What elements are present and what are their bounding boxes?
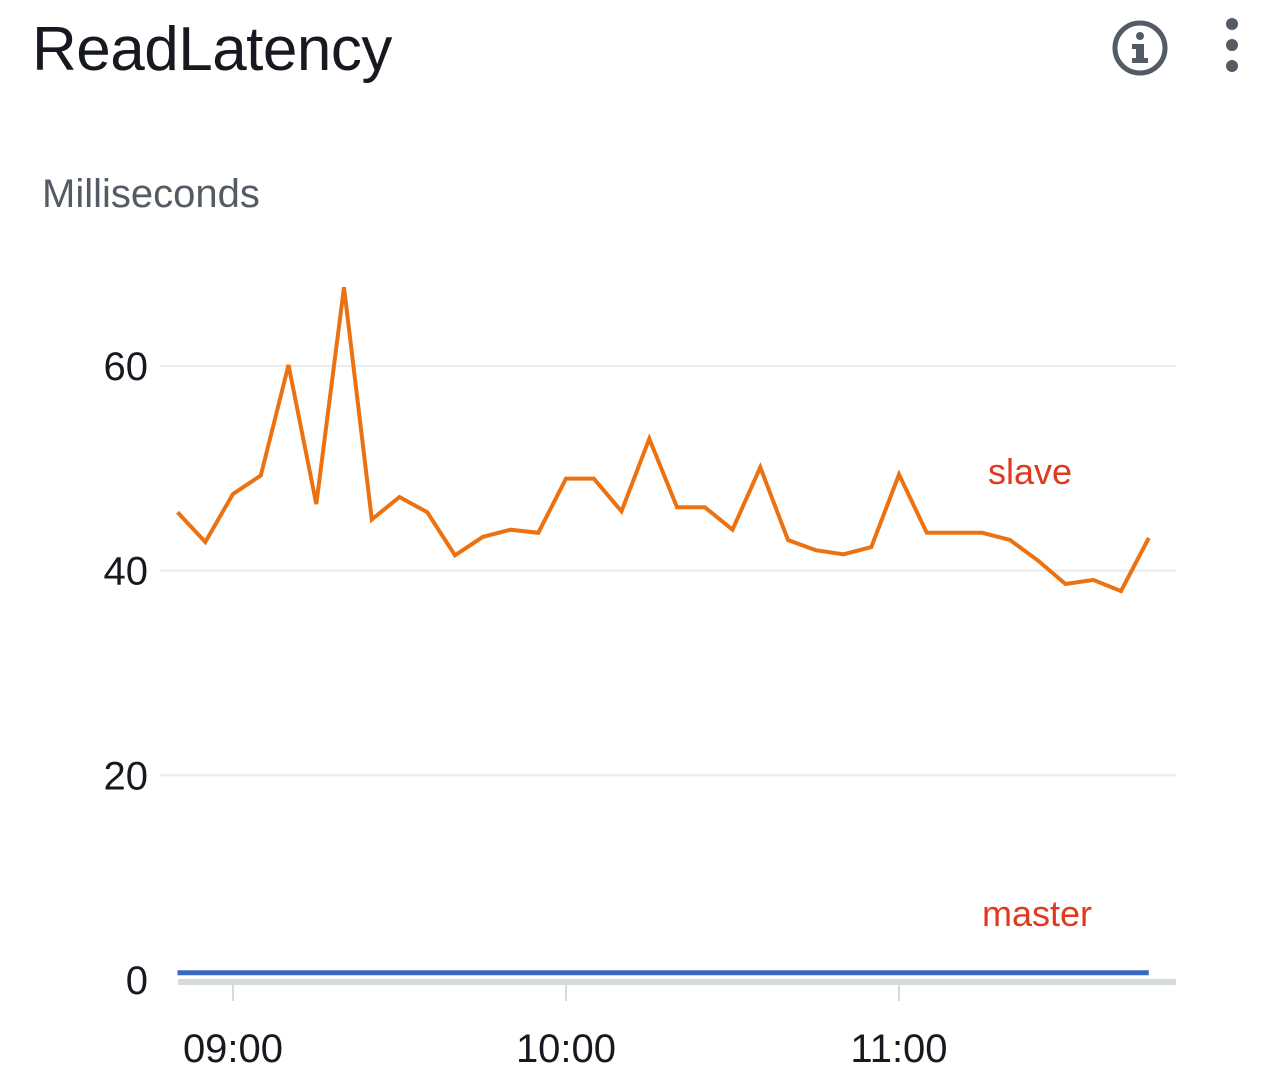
x-tick-label: 09:00 [183, 1027, 283, 1071]
chart-series [176, 286, 1151, 976]
series-annotation-slave: slave [988, 451, 1072, 492]
y-axis-ticks: 0 20 40 60 [104, 345, 149, 1003]
x-tick-label: 10:00 [516, 1027, 616, 1071]
info-circle-icon[interactable] [1110, 18, 1170, 78]
series-line-slave [176, 286, 1151, 594]
y-tick-label: 60 [104, 345, 149, 389]
series-annotation-master: master [982, 893, 1092, 934]
y-tick-label: 0 [126, 959, 148, 1003]
x-axis: 09:00 10:00 11:00 [178, 979, 1176, 1071]
vertical-ellipsis-icon[interactable] [1215, 16, 1249, 74]
y-tick-label: 40 [104, 550, 149, 594]
y-axis-unit-label: Milliseconds [42, 172, 260, 216]
chart-annotations: slave master [982, 451, 1092, 934]
widget-title: ReadLatency [32, 15, 392, 84]
y-tick-label: 20 [104, 754, 149, 798]
x-tick-label: 11:00 [850, 1027, 947, 1071]
gridlines [160, 365, 1176, 777]
